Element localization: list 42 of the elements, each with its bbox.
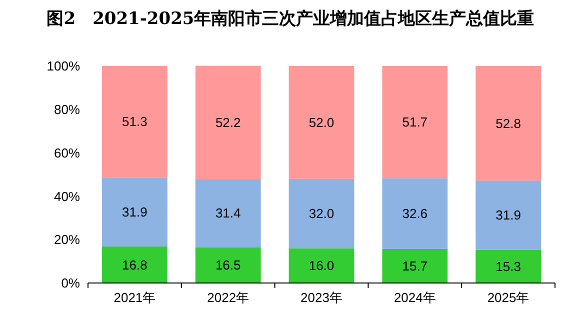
data-label: 52.0 bbox=[308, 114, 334, 130]
data-label: 15.3 bbox=[496, 258, 521, 274]
bar bbox=[102, 177, 168, 247]
bar bbox=[288, 178, 354, 248]
data-label: 51.7 bbox=[402, 114, 428, 130]
bar bbox=[476, 180, 541, 250]
x-tick-label: 2022年 bbox=[207, 290, 250, 305]
bar bbox=[195, 66, 261, 180]
data-label: 32.6 bbox=[402, 206, 428, 222]
data-label: 52.2 bbox=[215, 114, 241, 130]
bar bbox=[288, 66, 354, 179]
y-tick-label: 40% bbox=[54, 188, 80, 204]
data-label: 16.0 bbox=[308, 258, 334, 274]
y-tick-label: 100% bbox=[46, 58, 80, 74]
data-label: 31.9 bbox=[122, 204, 148, 220]
bar bbox=[195, 179, 261, 248]
y-tick-label: 80% bbox=[54, 102, 80, 117]
x-tick-label: 2021年 bbox=[114, 290, 156, 305]
bar bbox=[382, 178, 448, 249]
data-label: 32.0 bbox=[308, 206, 334, 222]
bar bbox=[382, 66, 448, 178]
data-label: 15.7 bbox=[402, 258, 428, 274]
bar bbox=[102, 66, 168, 178]
y-tick-label: 20% bbox=[54, 232, 80, 248]
x-tick-label: 2025年 bbox=[487, 290, 530, 305]
data-label: 31.4 bbox=[215, 206, 241, 221]
x-tick-label: 2024年 bbox=[394, 290, 436, 305]
data-label: 16.8 bbox=[122, 257, 148, 272]
chart-title: 图2 2021-2025年南阳市三次产业增加值占地区生产总值比重 bbox=[46, 9, 534, 29]
bar bbox=[476, 250, 541, 283]
data-label: 51.3 bbox=[122, 114, 148, 130]
bar bbox=[476, 66, 541, 181]
bar bbox=[102, 246, 168, 283]
data-label: 16.5 bbox=[215, 258, 241, 273]
y-tick-label: 60% bbox=[54, 145, 80, 160]
data-label: 52.8 bbox=[496, 116, 521, 131]
bar bbox=[195, 247, 261, 283]
data-label: 31.9 bbox=[496, 208, 521, 223]
y-tick-label: 0% bbox=[61, 276, 80, 291]
bar bbox=[382, 248, 448, 283]
bar bbox=[288, 248, 354, 283]
x-tick-label: 2023年 bbox=[300, 290, 342, 305]
